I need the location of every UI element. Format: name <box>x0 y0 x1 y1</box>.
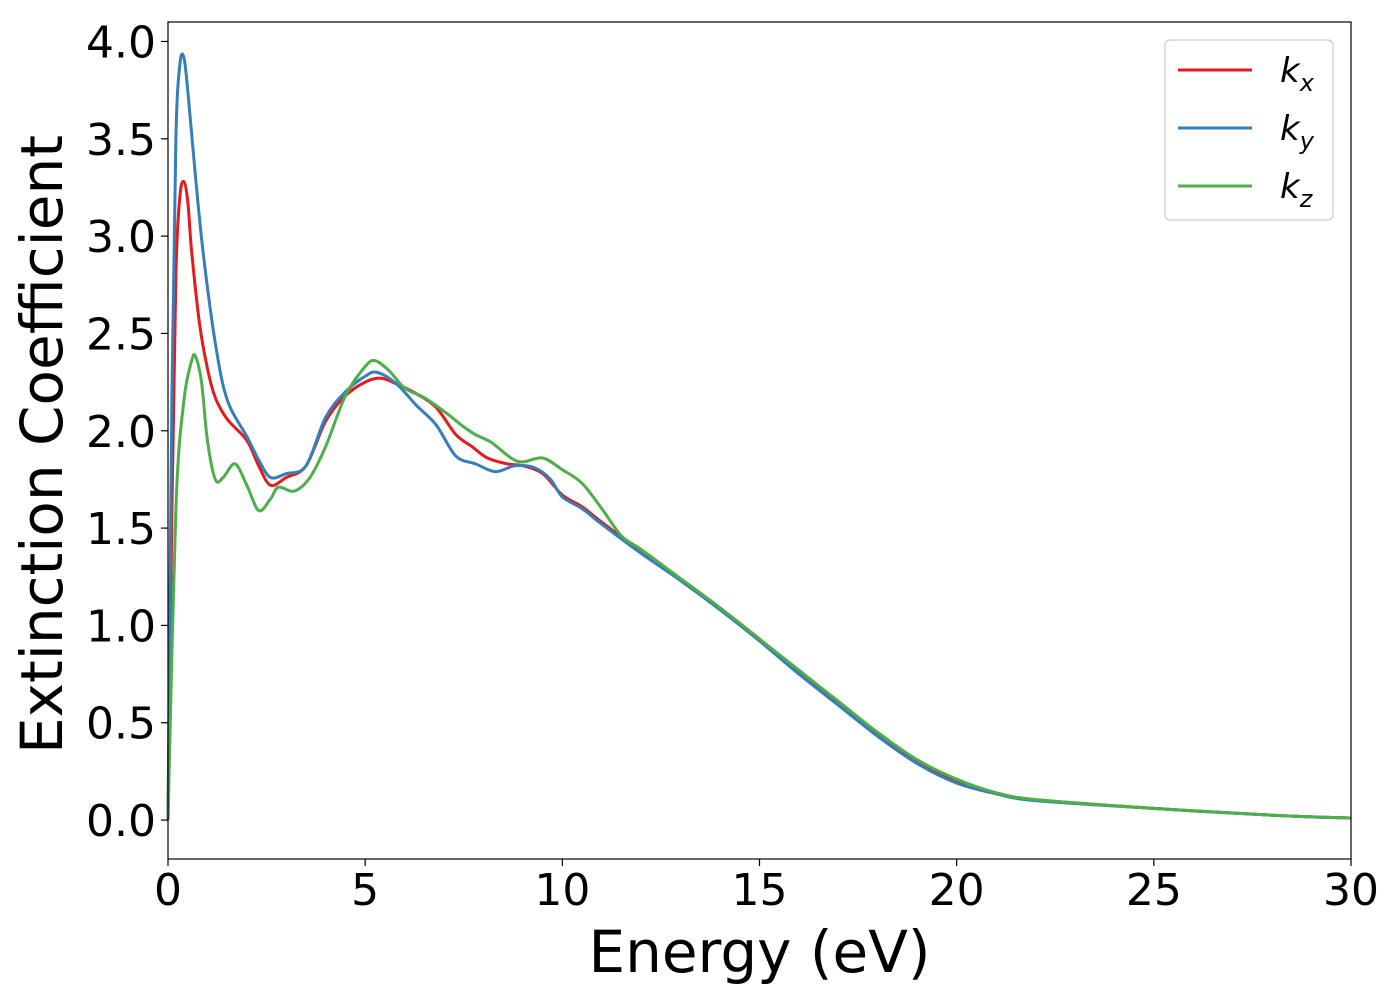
legend-label-base: k <box>1280 167 1301 207</box>
y-tick-label: 4.0 <box>86 17 156 68</box>
series-line-ky <box>166 52 1352 821</box>
legend-label-subscript: x <box>1299 69 1315 97</box>
y-tick-label: 2.0 <box>86 407 156 458</box>
legend-label-kz: kz <box>1280 167 1314 213</box>
series-layer <box>166 52 1352 821</box>
series-line-kz <box>166 352 1352 821</box>
legend-label-subscript: y <box>1299 127 1315 155</box>
y-tick-label: 2.5 <box>86 309 156 360</box>
legend-box <box>1164 39 1334 221</box>
y-axis-ticks: 0.0 0.5 1.0 1.5 2.0 2.5 3.0 3.5 4.0 <box>86 17 168 847</box>
x-tick-label: 30 <box>1323 865 1379 916</box>
y-tick-label: 3.0 <box>86 212 156 263</box>
series-line-kx <box>166 180 1352 821</box>
y-tick-label: 3.5 <box>86 115 156 166</box>
x-axis-ticks: 0 5 10 15 20 25 30 <box>154 859 1379 916</box>
y-tick-label: 0.5 <box>86 699 156 750</box>
x-tick-label: 0 <box>154 865 182 916</box>
y-tick-label: 1.0 <box>86 601 156 652</box>
x-tick-label: 15 <box>732 865 788 916</box>
legend-label-base: k <box>1280 51 1301 91</box>
x-axis-title: Energy (eV) <box>588 918 930 986</box>
x-tick-label: 5 <box>351 865 379 916</box>
x-tick-label: 10 <box>534 865 590 916</box>
legend-label-ky: ky <box>1280 109 1315 155</box>
y-tick-label: 1.5 <box>86 504 156 555</box>
x-tick-label: 20 <box>929 865 985 916</box>
y-axis-title: Extinction Coefficient <box>8 135 76 754</box>
legend-label-subscript: z <box>1299 185 1314 213</box>
legend-label-base: k <box>1280 109 1301 149</box>
x-tick-label: 25 <box>1126 865 1182 916</box>
legend-label-kx: kx <box>1280 51 1315 97</box>
y-tick-label: 0.0 <box>86 796 156 847</box>
